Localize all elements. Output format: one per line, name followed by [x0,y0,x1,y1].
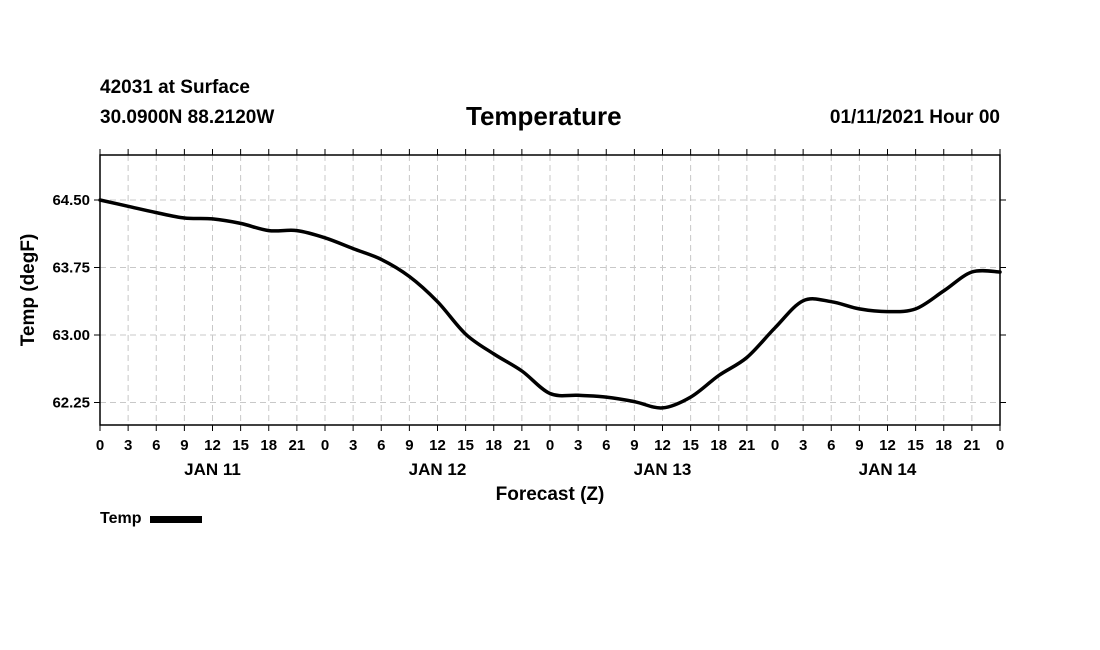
x-tick-label: 9 [405,437,413,454]
x-tick-label: 3 [799,437,807,454]
x-tick-label: 9 [180,437,188,454]
series-layer [98,198,1002,410]
day-label: JAN 14 [859,460,917,479]
x-tick-label: 6 [152,437,160,454]
x-tick-label: 0 [321,437,329,454]
grid-lines [100,155,1000,425]
x-tick-label: 15 [682,437,699,454]
y-tick-label: 63.00 [52,327,90,344]
day-label: JAN 11 [184,460,241,479]
x-tick-label: 21 [964,437,981,454]
x-tick-label: 12 [654,437,671,454]
x-tick-label: 0 [546,437,554,454]
temp-series-line [98,198,1002,410]
x-tick-label: 15 [232,437,249,454]
x-tick-label: 9 [630,437,638,454]
x-tick-label: 6 [602,437,610,454]
x-tick-label: 18 [485,437,502,454]
legend: Temp [100,510,203,528]
x-tick-label: 21 [289,437,306,454]
x-tick-label: 0 [996,437,1004,454]
day-label: JAN 13 [634,460,692,479]
x-tick-label: 15 [907,437,924,454]
station-label: 42031 at Surface [100,77,250,98]
chart-title: Temperature [466,101,622,131]
axis-ticks [94,149,1006,431]
run-time: 01/11/2021 Hour 00 [829,107,1000,128]
x-axis-label: Forecast (Z) [496,484,605,505]
y-tick-label: 62.25 [52,395,90,412]
x-tick-label: 21 [739,437,756,454]
x-tick-label: 9 [855,437,863,454]
x-tick-label: 12 [879,437,896,454]
x-tick-label: 12 [429,437,446,454]
x-tick-label: 21 [514,437,531,454]
legend-swatch [150,515,203,523]
x-tick-label: 3 [349,437,357,454]
legend-label: Temp [100,510,142,527]
y-tick-label: 64.50 [52,192,90,209]
y-tick-label: 63.75 [52,260,90,277]
x-tick-label: 12 [204,437,221,454]
station-coordinates: 30.0900N 88.2120W [100,107,275,128]
x-tick-label: 6 [827,437,835,454]
x-tick-label: 18 [260,437,277,454]
y-axis-label: Temp (degF) [18,234,39,347]
x-tick-label: 0 [771,437,779,454]
x-tick-label: 3 [574,437,582,454]
x-tick-label: 3 [124,437,132,454]
x-tick-label: 18 [710,437,727,454]
x-tick-label: 18 [935,437,952,454]
x-tick-label: 15 [457,437,474,454]
x-tick-label: 6 [377,437,385,454]
axis-labels: 0 3 6 9 12 15 18 21 0 3 6 9 12 15 18 21 0 3 6 9 12 15 18 21 0 3 6 9… [52,192,1004,479]
x-tick-label: 0 [96,437,104,454]
day-label: JAN 12 [409,460,467,479]
